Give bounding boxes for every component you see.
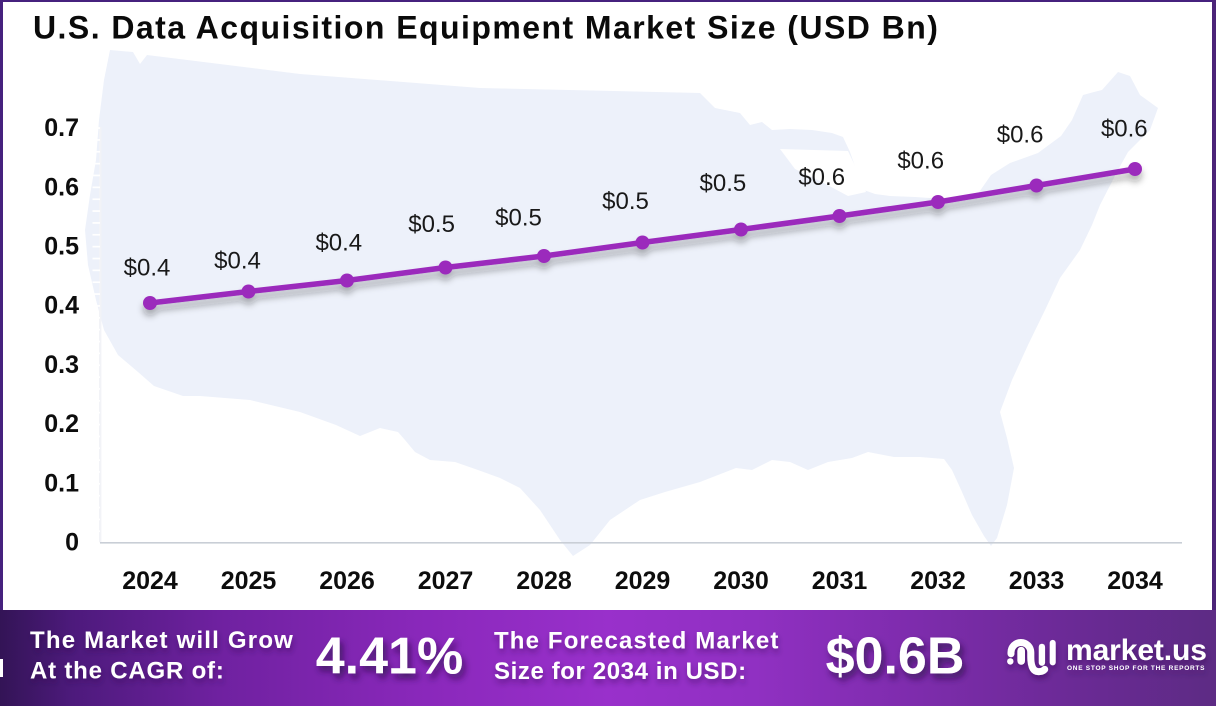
svg-text:0.1: 0.1 (44, 469, 79, 497)
svg-text:$0.4: $0.4 (214, 248, 261, 275)
svg-text:2028: 2028 (516, 567, 572, 595)
svg-text:0.5: 0.5 (44, 233, 79, 261)
svg-text:2026: 2026 (319, 567, 375, 595)
svg-text:0.3: 0.3 (44, 351, 79, 379)
svg-text:$0.5: $0.5 (700, 170, 747, 197)
svg-text:Size for 2034 in USD:: Size for 2034 in USD: (494, 658, 747, 685)
svg-text:At the CAGR of:: At the CAGR of: (30, 658, 225, 685)
svg-text:2034: 2034 (1107, 567, 1163, 595)
svg-text:0.2: 0.2 (44, 410, 79, 438)
svg-text:The Forecasted Market: The Forecasted Market (494, 628, 780, 655)
svg-text:0: 0 (65, 529, 79, 557)
svg-text:$0.6: $0.6 (997, 122, 1044, 149)
svg-text:$0.6: $0.6 (897, 148, 944, 175)
svg-text:U.S. Data Acquisition Equipmen: U.S. Data Acquisition Equipment Market S… (33, 10, 939, 46)
svg-text:$0.6: $0.6 (798, 164, 845, 191)
svg-text:2033: 2033 (1009, 567, 1065, 595)
svg-text:$0.4: $0.4 (315, 229, 362, 256)
svg-text:$0.4: $0.4 (124, 255, 171, 282)
svg-text:$0.5: $0.5 (408, 211, 455, 238)
svg-text:$0.5: $0.5 (495, 204, 542, 231)
svg-text:2029: 2029 (615, 567, 671, 595)
svg-text:2027: 2027 (418, 567, 474, 595)
svg-text:market.us: market.us (1066, 634, 1207, 667)
svg-text:$0.6B: $0.6B (826, 628, 965, 686)
svg-text:The Market will Grow: The Market will Grow (30, 627, 294, 654)
svg-text:2030: 2030 (713, 567, 769, 595)
svg-text:0.7: 0.7 (44, 114, 79, 142)
svg-text:2024: 2024 (122, 567, 178, 595)
svg-text:0.6: 0.6 (44, 173, 79, 201)
svg-text:0.4: 0.4 (44, 292, 79, 320)
svg-text:2031: 2031 (812, 567, 868, 595)
svg-text:4.41%: 4.41% (316, 628, 463, 686)
svg-text:2025: 2025 (221, 567, 277, 595)
svg-text:ONE STOP SHOP FOR THE REPORTS: ONE STOP SHOP FOR THE REPORTS (1067, 665, 1205, 672)
svg-text:$0.5: $0.5 (602, 188, 649, 215)
svg-text:2032: 2032 (910, 567, 966, 595)
svg-text:$0.6: $0.6 (1101, 115, 1148, 142)
